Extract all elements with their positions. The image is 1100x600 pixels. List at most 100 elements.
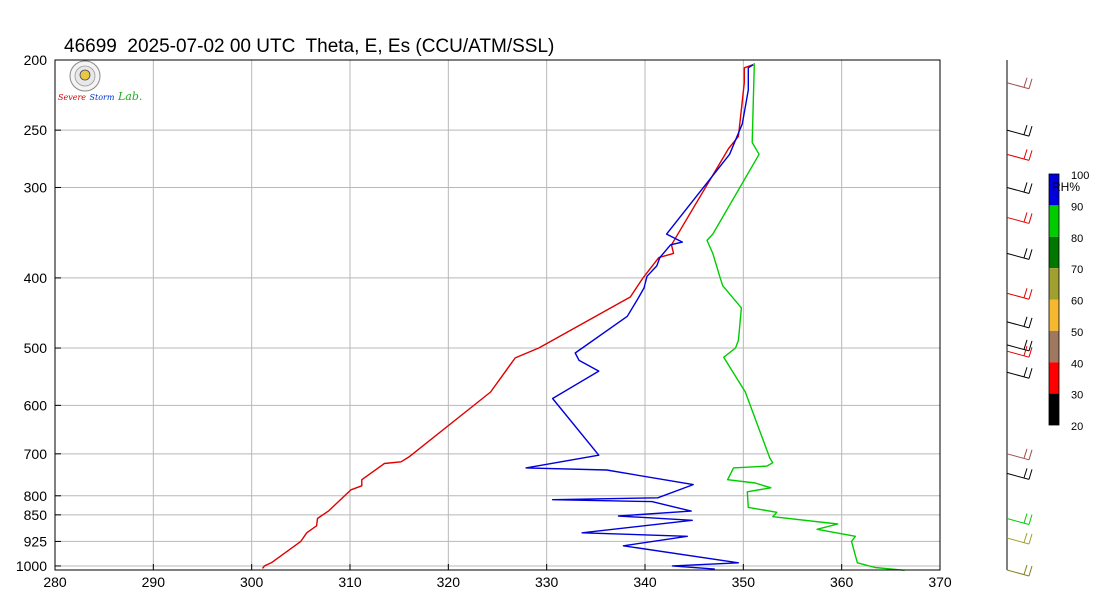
- logo-lab: Lab.: [117, 90, 143, 103]
- wind-barb: [1006, 532, 1033, 545]
- theta-line: [261, 64, 754, 569]
- x-tick-label-300: 300: [240, 574, 264, 590]
- colorbar-tick-70: 70: [1071, 264, 1083, 276]
- colorbar-tick-30: 30: [1071, 390, 1083, 402]
- wind-barb-flag: [1023, 149, 1028, 159]
- logo-severe: Severe: [58, 93, 87, 102]
- y-tick-label-925: 925: [24, 533, 48, 549]
- wind-barb-shaft: [1006, 371, 1030, 379]
- es-line: [706, 63, 905, 571]
- wind-barb-flag: [1023, 346, 1028, 356]
- x-tick-label-320: 320: [437, 574, 461, 590]
- wind-barb-flag: [1028, 289, 1033, 300]
- colorbar-tick-80: 80: [1071, 233, 1083, 245]
- y-tick-label-400: 400: [24, 270, 48, 286]
- wind-barb: [1006, 248, 1033, 260]
- wind-barb-shaft: [1006, 292, 1030, 300]
- wind-barb-flag: [1023, 124, 1028, 135]
- x-tick-label-370: 370: [928, 574, 952, 590]
- y-tick-label-1000: 1000: [16, 558, 47, 574]
- wind-barb-flag: [1028, 368, 1033, 379]
- rh-colorbar: 100 90 80 70 60 50 40 30 20 RH%: [1048, 170, 1089, 433]
- e-line: [525, 64, 754, 570]
- x-axis-ticks: 280 290 300 310 320 330 340 350 360 370: [43, 564, 952, 590]
- wind-barb: [1006, 124, 1033, 137]
- wind-barb-flag: [1028, 78, 1033, 89]
- wind-barb-shaft: [1006, 569, 1030, 577]
- wind-barb: [1006, 182, 1033, 194]
- wind-barb: [1006, 212, 1033, 224]
- colorbar-segment: [1049, 205, 1059, 237]
- wind-barb: [1006, 468, 1033, 480]
- colorbar-segment: [1049, 236, 1059, 269]
- colorbar-tick-20: 20: [1071, 421, 1083, 433]
- wind-barb-flag: [1028, 469, 1033, 480]
- wind-barb-flag: [1028, 449, 1033, 460]
- colorbar-tick-60: 60: [1071, 296, 1083, 308]
- wind-barb-shaft: [1006, 186, 1030, 194]
- colorbar-tick-40: 40: [1071, 358, 1083, 370]
- x-tick-label-360: 360: [830, 574, 854, 590]
- wind-barb: [1006, 564, 1033, 577]
- wind-barb-shaft: [1006, 518, 1030, 526]
- wind-barb-flag: [1023, 564, 1028, 575]
- wind-barb-shaft: [1006, 537, 1030, 545]
- chart-title: 46699 2025-07-02 00 UTC Theta, E, Es (CC…: [64, 36, 555, 57]
- x-tick-label-310: 310: [338, 574, 362, 590]
- wind-barb-flag: [1028, 533, 1033, 545]
- lab-logo-text: Severe Storm Lab.: [58, 90, 142, 103]
- colorbar-segment: [1049, 330, 1059, 363]
- y-tick-label-700: 700: [24, 446, 48, 462]
- colorbar-label: RH%: [1052, 180, 1080, 194]
- colorbar-segment: [1049, 362, 1059, 394]
- colorbar-tick-90: 90: [1071, 201, 1083, 213]
- colorbar-segment: [1049, 268, 1059, 300]
- wind-barb: [1006, 339, 1033, 352]
- wind-barb-shaft: [1006, 82, 1030, 90]
- wind-barb: [1006, 448, 1033, 461]
- wind-barb-flag: [1023, 182, 1028, 193]
- wind-barb-flag: [1023, 339, 1028, 350]
- wind-barb-flag: [1028, 213, 1033, 224]
- colorbar-segment: [1049, 174, 1059, 206]
- y-tick-label-250: 250: [24, 122, 48, 138]
- y-tick-label-800: 800: [24, 488, 48, 504]
- wind-barb-flag: [1023, 468, 1028, 479]
- wind-barb-flag: [1023, 448, 1028, 459]
- wind-barb-flag: [1023, 513, 1028, 524]
- x-tick-label-340: 340: [633, 574, 657, 590]
- logo-storm: Storm: [89, 93, 115, 102]
- colorbar-segment: [1049, 299, 1059, 331]
- wind-barb: [1006, 149, 1033, 161]
- x-tick-label-350: 350: [732, 574, 756, 590]
- grid-lines: [55, 60, 940, 570]
- wind-barb-flag: [1028, 317, 1033, 328]
- wind-barb-flag: [1028, 150, 1033, 161]
- x-tick-label-330: 330: [535, 574, 559, 590]
- wind-barb-flag: [1023, 212, 1028, 223]
- wind-barb-flag: [1028, 249, 1033, 260]
- wind-barb-flag: [1023, 316, 1028, 327]
- wind-barb-panel: [1006, 60, 1033, 577]
- wind-barb-shaft: [1006, 472, 1030, 480]
- y-tick-label-500: 500: [24, 340, 48, 356]
- wind-barb-shaft: [1006, 129, 1030, 137]
- wind-barb-flag: [1023, 288, 1028, 298]
- lab-logo: [69, 60, 101, 92]
- wind-barb-flag: [1028, 340, 1033, 352]
- y-tick-label-600: 600: [24, 397, 48, 413]
- x-tick-label-280: 280: [43, 574, 67, 590]
- wind-barb-shaft: [1006, 153, 1030, 161]
- wind-barb-flag: [1023, 248, 1028, 259]
- wind-barb-shaft: [1006, 216, 1030, 224]
- colorbar-tick-100: 100: [1071, 170, 1089, 182]
- wind-barb-shaft: [1006, 453, 1030, 461]
- wind-barb: [1006, 513, 1033, 526]
- wind-barb: [1006, 77, 1033, 90]
- wind-barb: [1006, 316, 1033, 329]
- wind-barb-flag: [1028, 347, 1033, 358]
- wind-barb: [1006, 346, 1033, 358]
- wind-barb: [1006, 367, 1033, 379]
- y-tick-label-200: 200: [24, 52, 48, 68]
- y-tick-label-850: 850: [24, 507, 48, 523]
